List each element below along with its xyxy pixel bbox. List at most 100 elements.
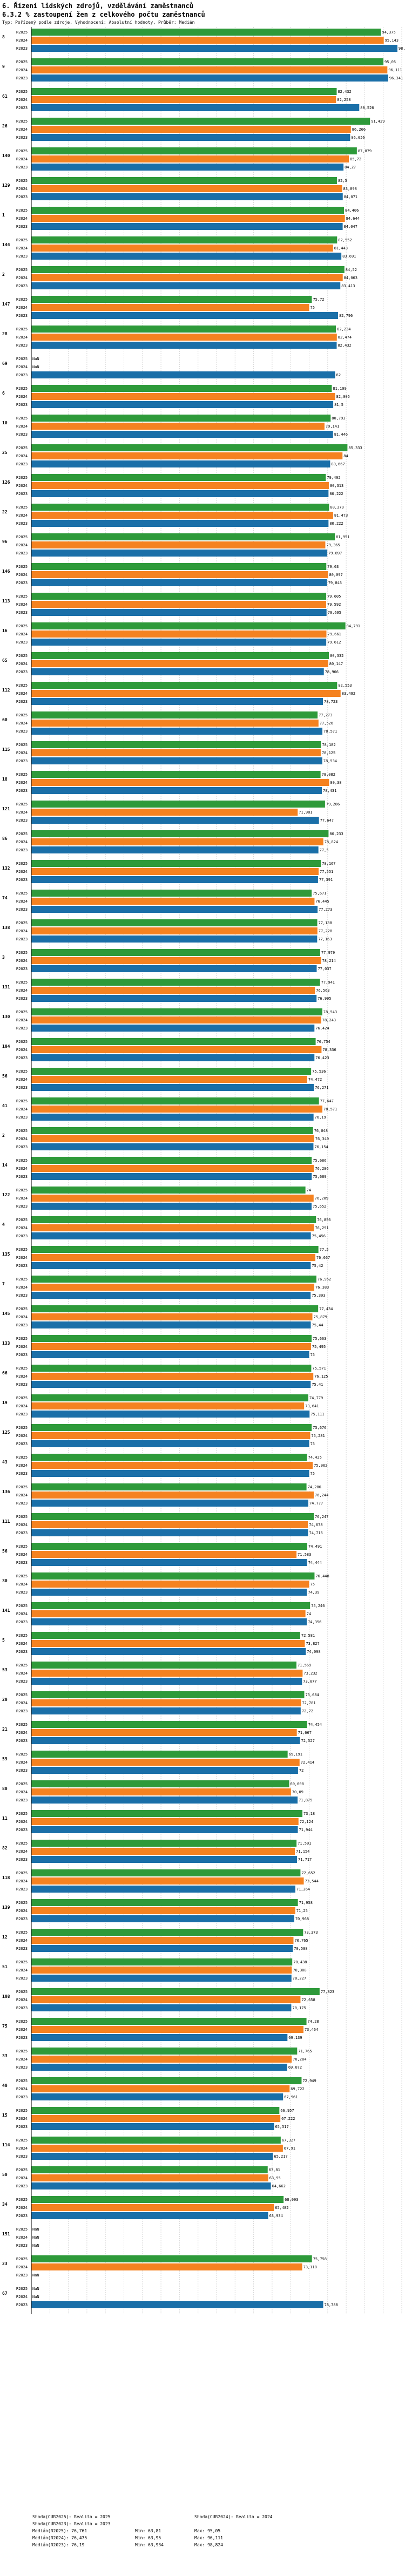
series-label: R2025 [16, 1663, 28, 1667]
series-label: R2024 [16, 276, 28, 280]
group-label: 12 [2, 1935, 8, 1940]
series-label: R2024 [16, 1463, 28, 1468]
bar [31, 2026, 303, 2033]
data-label: 73,118 [303, 2265, 317, 2269]
series-label: R2025 [16, 119, 28, 124]
bar [31, 96, 336, 103]
group-label: 133 [2, 1341, 10, 1346]
data-label: 69,191 [289, 1752, 302, 1757]
data-label: 84,644 [346, 216, 360, 221]
series-label: R2023 [16, 551, 28, 555]
bar [31, 1097, 319, 1104]
data-label: 77,391 [319, 878, 333, 882]
series-label: R2024 [16, 1938, 28, 1943]
series-label: R2025 [16, 1604, 28, 1608]
data-label: 76,244 [315, 1493, 328, 1497]
data-label: 86,056 [351, 135, 364, 140]
series-label: R2023 [16, 314, 28, 318]
bar [31, 801, 325, 808]
group-label: 136 [2, 1489, 10, 1494]
data-label: 71,583 [298, 1553, 311, 1557]
legend-text: Medián(R2023): 76,19 [32, 2543, 85, 2547]
data-label: 78,534 [323, 759, 337, 763]
series-label: R2025 [16, 654, 28, 658]
bar [31, 919, 318, 926]
data-label: 81,5 [334, 403, 343, 407]
data-label: 88,526 [360, 106, 374, 110]
series-label: R2025 [16, 2138, 28, 2143]
data-label: 75,676 [313, 1426, 326, 1430]
data-label: 79,492 [327, 476, 340, 480]
bar [31, 282, 341, 289]
series-label: R2023 [16, 1798, 28, 1802]
bar [31, 1254, 315, 1261]
bar [31, 987, 315, 994]
data-label: 71,264 [296, 1887, 310, 1892]
bar [31, 927, 318, 934]
bar [31, 118, 370, 125]
series-label: R2025 [16, 951, 28, 955]
group-label: 28 [2, 331, 8, 336]
bar [31, 1751, 288, 1758]
data-label: 74,454 [308, 1723, 322, 1727]
bar [31, 1975, 292, 1982]
data-label: 77,188 [319, 921, 332, 925]
series-label: R2025 [16, 1930, 28, 1935]
data-label: 79,286 [326, 802, 340, 806]
series-label: R2025 [16, 327, 28, 331]
data-label: 80,147 [329, 662, 343, 666]
bar [31, 245, 333, 252]
series-label: R2024 [16, 1434, 28, 1438]
data-label: 75,879 [314, 1315, 327, 1319]
data-label: 71,154 [296, 1849, 309, 1854]
bar [31, 1016, 321, 1023]
bar [31, 1224, 314, 1231]
series-label: R2024 [16, 127, 28, 132]
group-label: 129 [2, 183, 10, 188]
bar [31, 1321, 311, 1328]
series-label: R2025 [16, 2019, 28, 2024]
bar [31, 2034, 288, 2041]
group-label: 144 [2, 242, 10, 247]
series-label: R2025 [16, 476, 28, 480]
data-label: 75,962 [314, 1463, 327, 1468]
data-label: 73,232 [303, 1671, 317, 1676]
bar [31, 1581, 309, 1588]
series-label: R2024 [16, 2028, 28, 2032]
bar [31, 1068, 312, 1075]
series-label: R2024 [16, 1077, 28, 1082]
group-label: 96 [2, 539, 8, 544]
bar [31, 423, 325, 430]
series-label: R2025 [16, 1633, 28, 1638]
data-label: 73,827 [306, 1642, 319, 1646]
series-label: R2023 [16, 1175, 28, 1179]
series-label: R2023 [16, 1561, 28, 1565]
series-label: R2024 [16, 1107, 28, 1111]
bar [31, 431, 333, 438]
data-label: 77,434 [319, 1307, 333, 1311]
bar [31, 1157, 312, 1164]
bar [31, 1305, 319, 1312]
series-label: R2024 [16, 1879, 28, 1883]
data-label: 79,605 [327, 594, 341, 599]
series-label: R2023 [16, 1442, 28, 1446]
data-label: 75,111 [310, 1412, 324, 1416]
data-label: 76,209 [315, 1196, 328, 1201]
data-label: 64,662 [272, 2184, 286, 2188]
data-label: 74,715 [309, 1531, 323, 1535]
series-label: R2024 [16, 306, 28, 310]
series-label: R2024 [16, 1820, 28, 1824]
series-label: R2025 [16, 446, 28, 450]
series-label: R2023 [16, 581, 28, 585]
bar [31, 1640, 305, 1647]
data-label: 98,824 [399, 46, 405, 51]
bar [31, 601, 327, 608]
bar [31, 274, 343, 281]
bar [31, 1707, 301, 1714]
series-label: R2024 [16, 1404, 28, 1408]
bar [31, 898, 315, 905]
series-label: R2023 [16, 1768, 28, 1773]
series-label: R2024 [16, 1048, 28, 1052]
bar [31, 2048, 298, 2055]
bar [31, 2196, 284, 2203]
